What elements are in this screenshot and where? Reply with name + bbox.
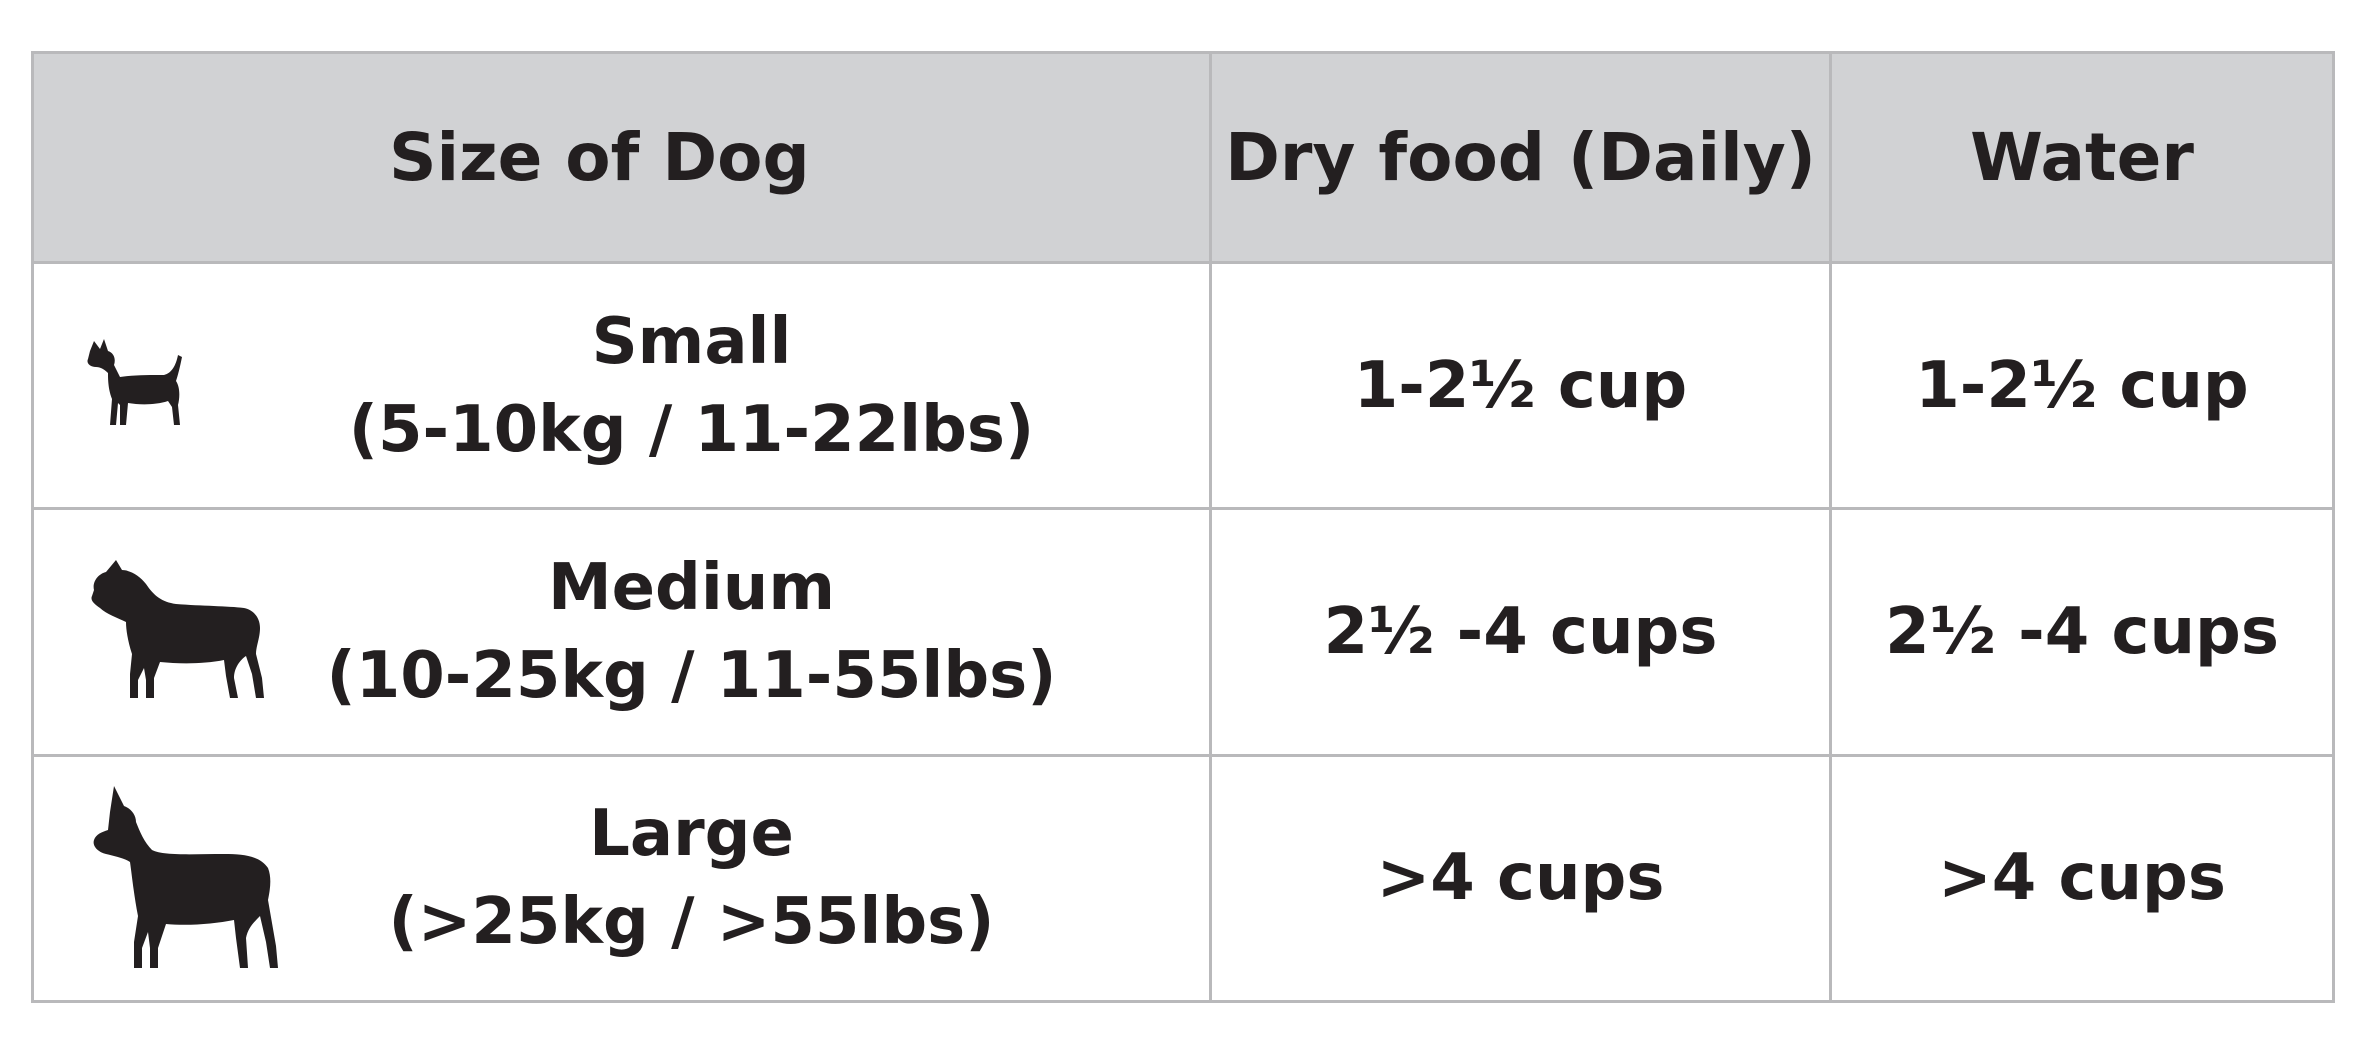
medium-dog-icon bbox=[84, 550, 274, 714]
table-row: Large (>25kg / >55lbs) >4 cups >4 cups bbox=[31, 753, 2335, 1004]
size-range: (10-25kg / 11-55lbs) bbox=[326, 639, 1057, 714]
size-cell-small: Small (5-10kg / 11-22lbs) bbox=[31, 261, 1212, 511]
size-name: Small bbox=[591, 304, 792, 379]
dry-food-amount: >4 cups bbox=[1209, 753, 1832, 1004]
header-size-of-dog: Size of Dog bbox=[31, 50, 1212, 265]
header-row: Size of Dog Dry food (Daily) Water bbox=[31, 50, 2335, 265]
size-range: (>25kg / >55lbs) bbox=[388, 885, 995, 960]
large-dog-icon bbox=[84, 776, 284, 980]
dry-food-amount: 1-2½ cup bbox=[1209, 261, 1832, 511]
size-range: (5-10kg / 11-22lbs) bbox=[348, 392, 1035, 467]
dry-food-amount: 2½ -4 cups bbox=[1209, 507, 1832, 757]
size-name: Medium bbox=[547, 551, 836, 626]
dog-feeding-table: Size of Dog Dry food (Daily) Water Small… bbox=[31, 50, 2335, 1004]
header-dry-food: Dry food (Daily) bbox=[1209, 50, 1832, 265]
water-amount: >4 cups bbox=[1829, 753, 2335, 1004]
size-cell-medium: Medium (10-25kg / 11-55lbs) bbox=[31, 507, 1212, 757]
small-dog-icon bbox=[84, 329, 194, 443]
size-name: Large bbox=[589, 797, 794, 872]
water-amount: 2½ -4 cups bbox=[1829, 507, 2335, 757]
water-amount: 1-2½ cup bbox=[1829, 261, 2335, 511]
header-water: Water bbox=[1829, 50, 2335, 265]
header-size-label: Size of Dog bbox=[389, 119, 810, 197]
size-cell-large: Large (>25kg / >55lbs) bbox=[31, 753, 1212, 1004]
table-row: Small (5-10kg / 11-22lbs) 1-2½ cup 1-2½ … bbox=[31, 261, 2335, 511]
table-row: Medium (10-25kg / 11-55lbs) 2½ -4 cups 2… bbox=[31, 507, 2335, 757]
